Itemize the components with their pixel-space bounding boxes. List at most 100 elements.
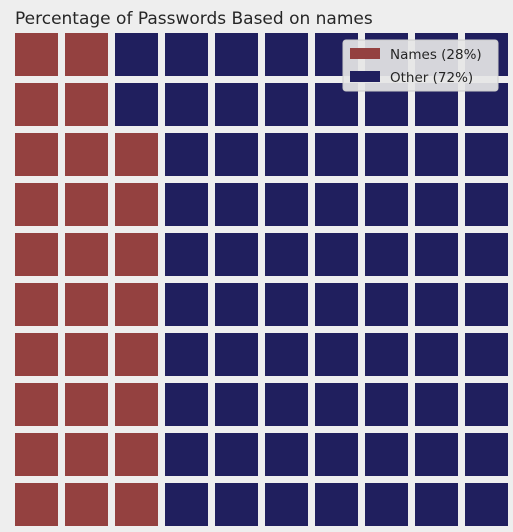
waffle-cell-names [115, 433, 158, 476]
legend-label-names: Names (28%) [390, 47, 482, 63]
waffle-cell-names [115, 133, 158, 176]
waffle-cell-other [465, 183, 508, 226]
waffle-cell-names [65, 483, 108, 526]
waffle-cell-other [315, 283, 358, 326]
waffle-cell-other [165, 383, 208, 426]
waffle-cell-other [215, 283, 258, 326]
waffle-cell-other [215, 233, 258, 276]
waffle-cell-other [215, 383, 258, 426]
waffle-cell-other [165, 83, 208, 126]
waffle-cell-other [415, 283, 458, 326]
waffle-cell-other [465, 233, 508, 276]
waffle-cell-other [165, 333, 208, 376]
waffle-cell-other [415, 233, 458, 276]
waffle-cell-other [415, 333, 458, 376]
waffle-cell-other [365, 433, 408, 476]
waffle-cells [15, 33, 508, 526]
waffle-cell-other [415, 383, 458, 426]
legend-box [342, 39, 499, 92]
waffle-cell-names [65, 83, 108, 126]
waffle-cell-other [465, 433, 508, 476]
waffle-cell-other [315, 433, 358, 476]
waffle-cell-names [15, 33, 58, 76]
waffle-cell-other [365, 233, 408, 276]
waffle-cell-other [315, 183, 358, 226]
waffle-cell-other [315, 383, 358, 426]
waffle-cell-names [115, 383, 158, 426]
waffle-cell-other [365, 133, 408, 176]
chart-title: Percentage of Passwords Based on names [15, 9, 373, 29]
waffle-cell-other [465, 283, 508, 326]
waffle-cell-other [365, 483, 408, 526]
waffle-cell-names [15, 383, 58, 426]
waffle-cell-other [165, 33, 208, 76]
waffle-cell-other [215, 433, 258, 476]
waffle-cell-names [65, 283, 108, 326]
waffle-cell-names [15, 333, 58, 376]
waffle-cell-other [265, 383, 308, 426]
waffle-cell-other [265, 133, 308, 176]
waffle-cell-other [365, 183, 408, 226]
waffle-cell-other [415, 183, 458, 226]
waffle-cell-other [315, 233, 358, 276]
waffle-cell-other [215, 33, 258, 76]
legend-swatch-names [350, 48, 380, 59]
waffle-cell-other [415, 433, 458, 476]
waffle-cell-other [215, 183, 258, 226]
waffle-cell-names [15, 233, 58, 276]
waffle-cell-other [215, 83, 258, 126]
waffle-cell-other [165, 233, 208, 276]
waffle-cell-other [465, 383, 508, 426]
waffle-cell-names [115, 183, 158, 226]
waffle-cell-names [65, 433, 108, 476]
legend-label-other: Other (72%) [390, 70, 473, 86]
waffle-cell-other [465, 483, 508, 526]
waffle-cell-names [15, 83, 58, 126]
waffle-cell-other [315, 333, 358, 376]
waffle-cell-names [115, 233, 158, 276]
waffle-cell-other [265, 333, 308, 376]
legend-swatch-other [350, 71, 380, 82]
waffle-cell-other [165, 283, 208, 326]
waffle-cell-other [215, 133, 258, 176]
waffle-cell-other [465, 133, 508, 176]
waffle-cell-names [15, 483, 58, 526]
waffle-cell-other [365, 283, 408, 326]
waffle-cell-names [15, 133, 58, 176]
waffle-cell-other [465, 333, 508, 376]
waffle-cell-other [165, 433, 208, 476]
waffle-cell-other [265, 83, 308, 126]
waffle-cell-names [65, 233, 108, 276]
waffle-cell-names [115, 283, 158, 326]
legend: Names (28%) Other (72%) [342, 39, 499, 92]
waffle-cell-other [265, 233, 308, 276]
waffle-cell-other [415, 483, 458, 526]
waffle-cell-names [15, 283, 58, 326]
waffle-cell-names [65, 183, 108, 226]
waffle-cell-other [315, 483, 358, 526]
waffle-cell-other [115, 83, 158, 126]
waffle-cell-other [265, 433, 308, 476]
waffle-cell-other [165, 483, 208, 526]
waffle-cell-other [265, 283, 308, 326]
waffle-cell-names [115, 333, 158, 376]
waffle-cell-other [215, 483, 258, 526]
waffle-cell-other [365, 333, 408, 376]
waffle-cell-names [115, 483, 158, 526]
waffle-cell-other [315, 133, 358, 176]
waffle-cell-other [215, 333, 258, 376]
waffle-cell-names [65, 383, 108, 426]
waffle-cell-other [415, 133, 458, 176]
waffle-cell-other [265, 483, 308, 526]
waffle-cell-names [15, 433, 58, 476]
waffle-cell-other [265, 183, 308, 226]
waffle-cell-other [365, 383, 408, 426]
waffle-cell-names [65, 33, 108, 76]
waffle-cell-names [15, 183, 58, 226]
waffle-cell-other [165, 133, 208, 176]
waffle-cell-other [265, 33, 308, 76]
waffle-cell-other [165, 183, 208, 226]
waffle-cell-names [65, 333, 108, 376]
waffle-cell-other [115, 33, 158, 76]
